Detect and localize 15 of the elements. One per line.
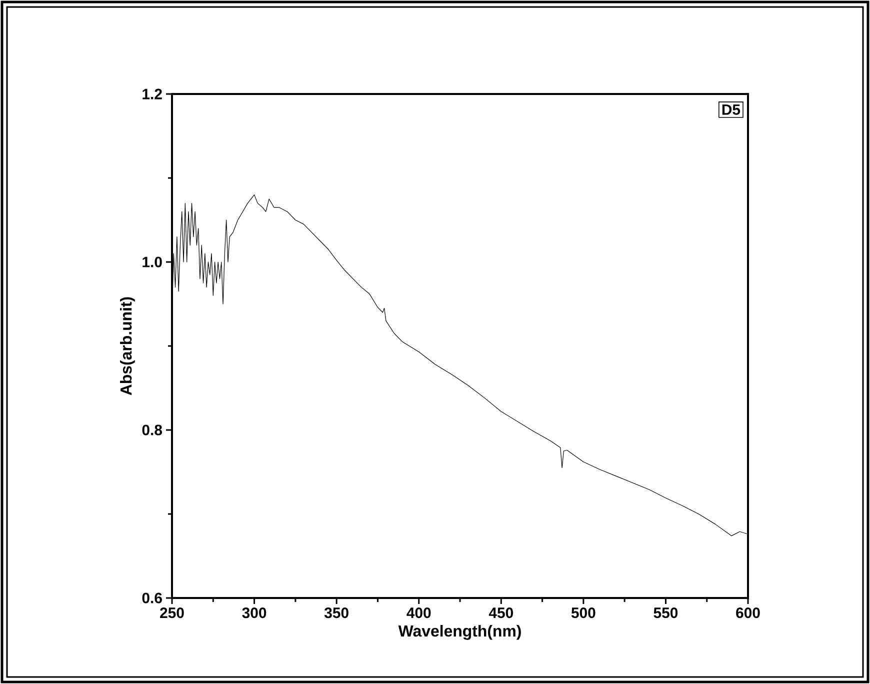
x-tick-label: 300 [242, 608, 266, 618]
x-tick-label: 600 [736, 608, 760, 618]
x-tick-label: 450 [488, 608, 513, 618]
y-tick-label: 1.0 [142, 256, 162, 268]
x-tick-label: 400 [406, 608, 431, 618]
y-tick-label: 1.2 [142, 88, 162, 100]
x-tick-label: 500 [571, 608, 596, 618]
y-tick-label: 0.6 [142, 592, 162, 604]
y-axis-title: Abs(arb.unit) [120, 297, 135, 396]
x-tick-label: 350 [324, 608, 348, 618]
annotation: D5 [722, 104, 740, 115]
x-axis-title: Wavelength(nm) [398, 624, 521, 640]
x-tick-label: 550 [654, 608, 678, 618]
y-tick-label: 0.8 [142, 424, 162, 436]
x-tick-label: 250 [160, 608, 184, 618]
